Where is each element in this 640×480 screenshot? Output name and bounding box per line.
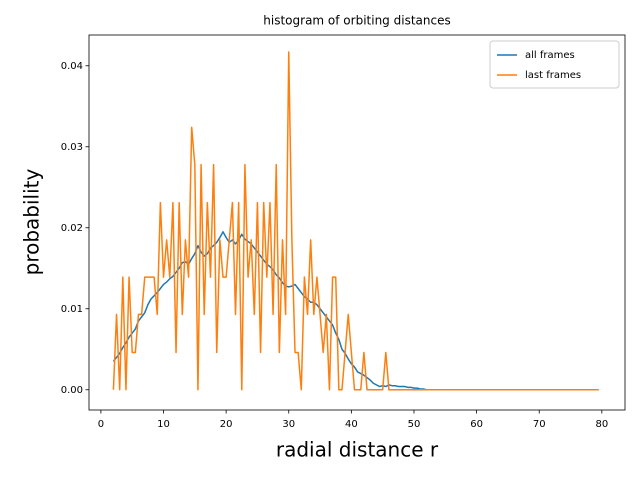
y-tick-label: 0.03	[61, 142, 83, 153]
chart-title: histogram of orbiting distances	[263, 14, 450, 28]
x-tick-label: 70	[533, 419, 546, 430]
y-tick-label: 0.04	[61, 61, 83, 72]
plot-frame	[88, 34, 626, 411]
x-tick-label: 40	[345, 419, 358, 430]
x-tick-label: 30	[282, 419, 295, 430]
x-tick-label: 60	[470, 419, 483, 430]
series-line	[112, 51, 599, 391]
legend-box	[489, 40, 620, 89]
legend-label: last frames	[525, 70, 581, 81]
x-tick-label: 80	[595, 419, 608, 430]
x-tick-label: 10	[157, 419, 170, 430]
y-tick-label: 0.00	[61, 385, 83, 396]
y-tick-label: 0.01	[61, 304, 83, 315]
x-tick-label: 20	[220, 419, 233, 430]
x-tick-label: 50	[408, 419, 421, 430]
series-line	[112, 231, 599, 391]
x-axis-label: radial distance r	[276, 438, 439, 462]
y-tick-label: 0.02	[61, 223, 83, 234]
x-tick-label: 0	[98, 419, 104, 430]
legend-label: all frames	[525, 50, 575, 61]
y-axis-label: probability	[20, 168, 44, 275]
